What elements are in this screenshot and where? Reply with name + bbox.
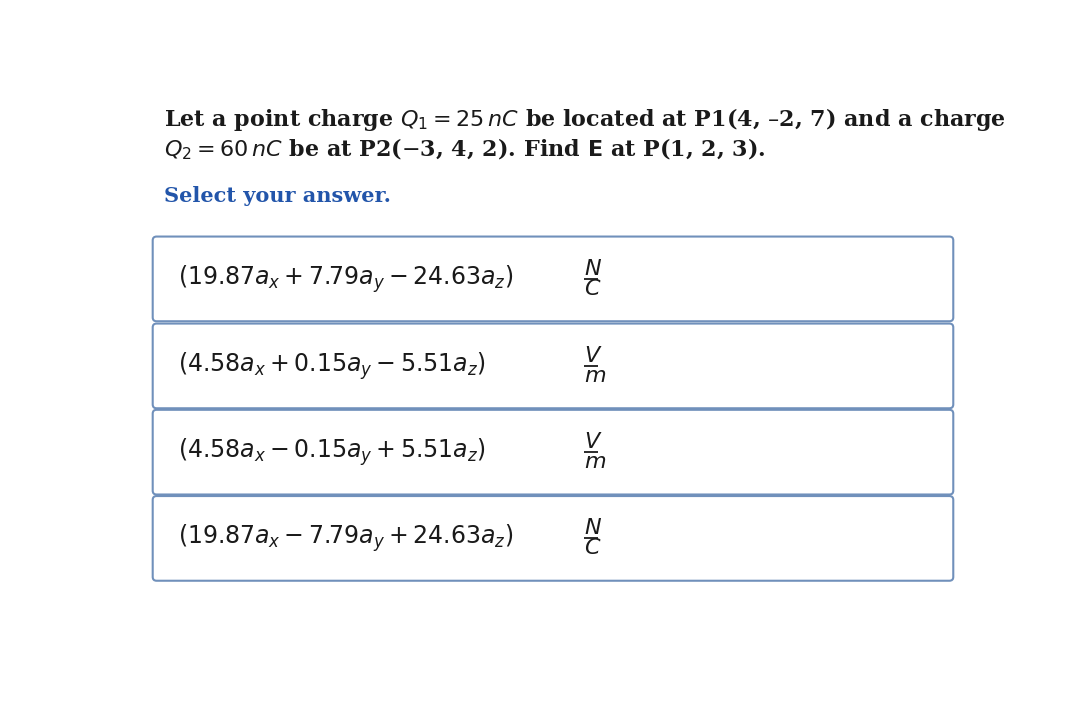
Text: $N$: $N$ — [585, 258, 602, 280]
Text: $(4.58a_x + 0.15a_y - 5.51a_z)$: $(4.58a_x + 0.15a_y - 5.51a_z)$ — [178, 350, 486, 382]
Text: $(4.58a_x - 0.15a_y + 5.51a_z)$: $(4.58a_x - 0.15a_y + 5.51a_z)$ — [178, 436, 486, 468]
Text: $V$: $V$ — [585, 431, 603, 453]
FancyBboxPatch shape — [153, 237, 953, 321]
Text: $V$: $V$ — [585, 345, 603, 367]
Text: Select your answer.: Select your answer. — [164, 186, 392, 207]
Text: $m$: $m$ — [585, 365, 606, 387]
Text: Let a point charge $Q_1 = 25\,nC$ be located at P1(4, –2, 7) and a charge: Let a point charge $Q_1 = 25\,nC$ be loc… — [164, 106, 1007, 132]
Text: $m$: $m$ — [585, 451, 606, 473]
Text: $Q_2 = 60\,nC$ be at P2($-$3, 4, 2). Find $\mathbf{E}$ at P(1, 2, 3).: $Q_2 = 60\,nC$ be at P2($-$3, 4, 2). Fin… — [164, 137, 766, 162]
Text: $N$: $N$ — [585, 518, 602, 539]
Text: $C$: $C$ — [585, 537, 602, 559]
FancyBboxPatch shape — [153, 410, 953, 495]
Text: $C$: $C$ — [585, 278, 602, 300]
FancyBboxPatch shape — [153, 323, 953, 408]
FancyBboxPatch shape — [153, 496, 953, 581]
Text: $(19.87a_x + 7.79a_y - 24.63a_z)$: $(19.87a_x + 7.79a_y - 24.63a_z)$ — [178, 263, 513, 294]
Text: $(19.87a_x - 7.79a_y + 24.63a_z)$: $(19.87a_x - 7.79a_y + 24.63a_z)$ — [178, 523, 513, 554]
